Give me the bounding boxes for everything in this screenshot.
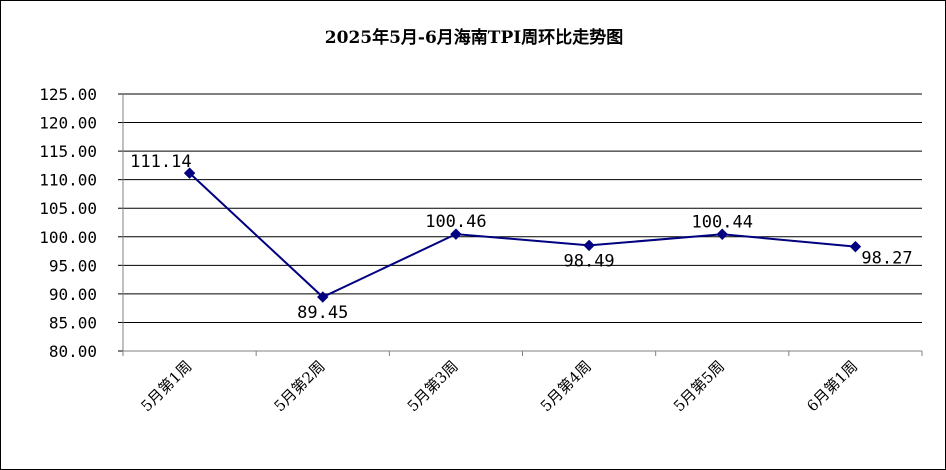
x-category-label: 6月第1周 [803,357,861,415]
x-category-label: 5月第1周 [137,357,195,415]
data-label: 89.45 [297,303,348,323]
data-label: 98.27 [861,249,912,269]
data-point-marker [317,291,329,303]
chart-title: 2025年5月-6月海南TPI周环比走势图 [325,27,623,48]
y-tick-label: 90.00 [49,285,97,304]
x-category-label: 5月第2周 [271,357,329,415]
series-layer [183,167,862,303]
y-tick-label: 95.00 [49,256,97,275]
data-point-marker [183,167,196,179]
x-category-label: 5月第4周 [537,357,595,415]
data-label: 111.14 [130,152,191,172]
y-tick-label: 100.00 [39,228,97,247]
y-tick-label: 120.00 [39,114,97,133]
x-category-label: 5月第3周 [404,357,462,415]
data-point-marker [716,228,728,240]
axis-layer: 80.00 85.00 90.00 95.00 100.00 105.00 110.00 11… [39,85,923,415]
y-tick-label: 125.00 [39,85,97,104]
data-point-marker [583,239,595,252]
data-label: 100.44 [692,212,753,232]
data-label: 100.46 [425,212,486,232]
y-tick-label: 115.00 [39,142,97,161]
data-point-marker [450,228,462,240]
y-tick-label: 85.00 [49,313,97,332]
x-category-label: 5月第5周 [670,357,728,415]
grid-layer [123,93,922,352]
y-tick-label: 110.00 [39,171,97,190]
data-label: 98.49 [563,251,614,271]
data-point-marker [849,240,862,253]
y-tick-label: 80.00 [49,342,97,361]
y-tick-label: 105.00 [39,199,97,218]
data-label-layer: 111.14 89.45 100.46 98.49 100.44 98.27 [130,152,912,323]
series-line [188,172,856,299]
